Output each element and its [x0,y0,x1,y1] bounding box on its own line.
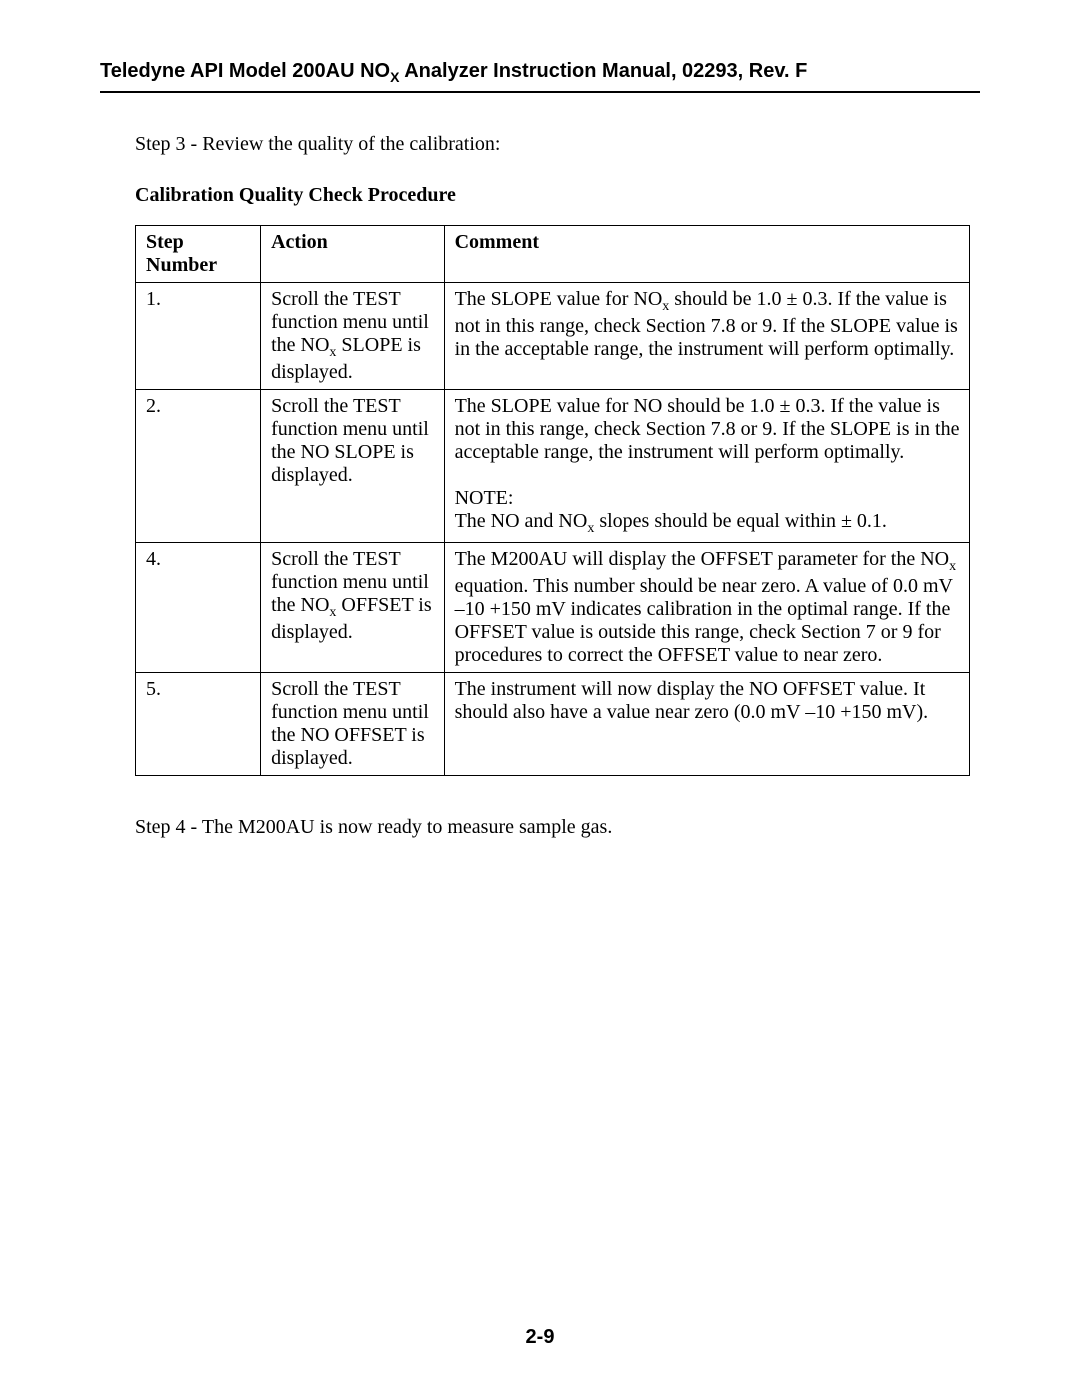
cell-comment: The SLOPE value for NOx should be 1.0 ± … [444,283,969,390]
table-row: 4. Scroll the TEST function menu until t… [136,543,970,673]
cell-step: 5. [136,673,261,776]
table-header-row: Step Number Action Comment [136,226,970,283]
cell-action: Scroll the TEST function menu until the … [261,283,444,390]
cell-action: Scroll the TEST function menu until the … [261,390,444,543]
content-block: Step 3 - Review the quality of the calib… [100,133,980,839]
table-row: 5. Scroll the TEST function menu until t… [136,673,970,776]
cell-comment: The SLOPE value for NO should be 1.0 ± 0… [444,390,969,543]
procedure-subheading: Calibration Quality Check Procedure [135,184,970,207]
col-header-action: Action [261,226,444,283]
table-row: 2. Scroll the TEST function menu until t… [136,390,970,543]
cell-comment: The instrument will now display the NO O… [444,673,969,776]
calibration-table: Step Number Action Comment 1. Scroll the… [135,225,970,776]
cell-step: 4. [136,543,261,673]
table-row: 1. Scroll the TEST function menu until t… [136,283,970,390]
document-header: Teledyne API Model 200AU NOX Analyzer In… [100,60,980,93]
page-number: 2-9 [0,1326,1080,1349]
col-header-step: Step Number [136,226,261,283]
cell-action: Scroll the TEST function menu until the … [261,673,444,776]
step3-intro: Step 3 - Review the quality of the calib… [135,133,970,156]
col-header-comment: Comment [444,226,969,283]
step4-outro: Step 4 - The M200AU is now ready to meas… [135,816,970,839]
cell-step: 1. [136,283,261,390]
cell-action: Scroll the TEST function menu until the … [261,543,444,673]
cell-comment: The M200AU will display the OFFSET param… [444,543,969,673]
cell-step: 2. [136,390,261,543]
